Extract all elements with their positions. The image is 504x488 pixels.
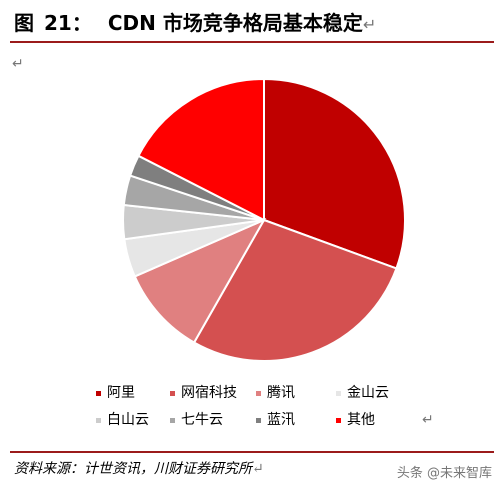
source-divider (10, 451, 494, 453)
figure-title-text: CDN 市场竞争格局基本稳定 (107, 11, 363, 35)
title-divider (10, 41, 494, 43)
legend-item: 腾讯 (256, 380, 336, 407)
legend-swatch (96, 418, 101, 423)
legend-swatch (256, 391, 261, 396)
legend-label: 蓝汛 (267, 412, 295, 428)
chart-legend: 阿里 网宿科技 腾讯 金山云 白山云 七牛云 蓝汛 其他 ↵ (96, 380, 476, 434)
figure-label: 图 (14, 11, 34, 35)
legend-label: 金山云 (347, 385, 389, 401)
legend-item: 白山云 (96, 407, 170, 434)
legend-item: 阿里 (96, 380, 170, 407)
pie-slice-8 (137, 77, 265, 222)
watermark: 头条 @未来智库 (396, 466, 492, 481)
legend-swatch (170, 391, 175, 396)
legend-label: 腾讯 (267, 385, 295, 401)
pie-slice-1 (263, 77, 406, 270)
legend-item: 七牛云 (170, 407, 256, 434)
legend-row: 白山云 七牛云 蓝汛 其他 ↵ (96, 407, 476, 434)
legend-item: 蓝汛 (256, 407, 336, 434)
figure-number: 21： (44, 11, 92, 35)
legend-item: 金山云 (336, 380, 416, 407)
legend-return-mark: ↵ (422, 412, 434, 428)
legend-swatch (336, 418, 341, 423)
legend-swatch (170, 418, 175, 423)
pie-slice-3 (133, 217, 267, 344)
title-return-mark: ↵ (362, 15, 377, 34)
legend-swatch (256, 418, 261, 423)
legend-swatch (336, 391, 341, 396)
source-text: 资料来源：计世资讯，川财证券研究所 (14, 461, 252, 477)
figure-title: 图 21： CDN 市场竞争格局基本稳定↵ (14, 8, 490, 38)
legend-row: 阿里 网宿科技 腾讯 金山云 (96, 380, 476, 407)
legend-label: 白山云 (107, 412, 149, 428)
source-note: 资料来源：计世资讯，川财证券研究所↵ (14, 458, 264, 478)
legend-label: 七牛云 (181, 412, 223, 428)
legend-item: 其他 (336, 407, 416, 434)
source-return-mark: ↵ (252, 461, 264, 477)
legend-label: 网宿科技 (181, 385, 237, 401)
legend-label: 阿里 (107, 385, 135, 401)
legend-swatch (96, 391, 101, 396)
legend-label: 其他 (347, 412, 375, 428)
legend-item: 网宿科技 (170, 380, 256, 407)
paragraph-return-mark: ↵ (12, 56, 24, 72)
